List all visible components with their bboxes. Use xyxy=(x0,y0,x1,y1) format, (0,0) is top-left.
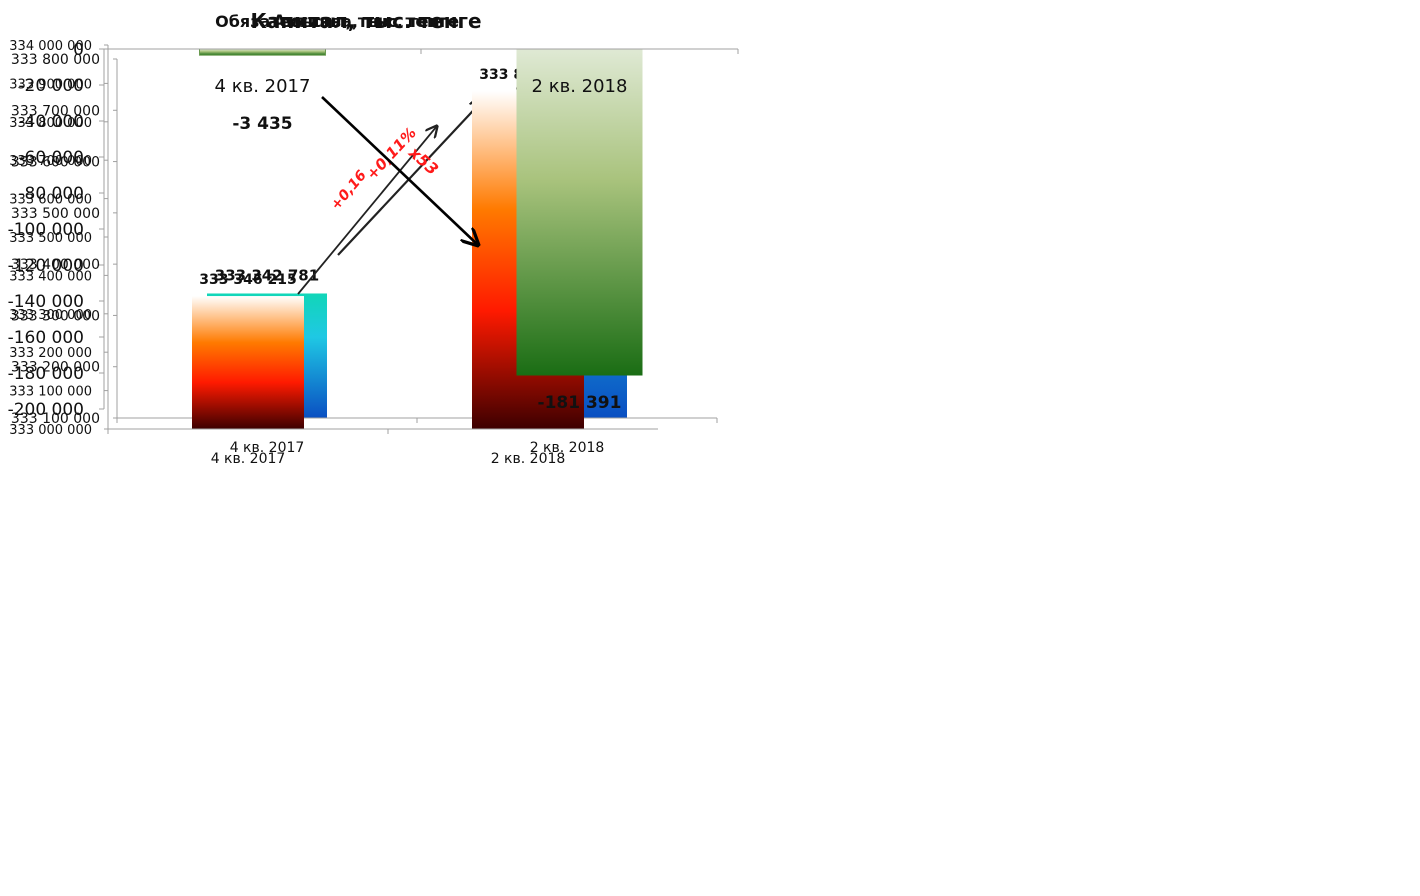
capital-y-tick-label: -20 000 xyxy=(18,76,84,96)
assets-y-tick-label: 333 100 000 xyxy=(11,411,100,427)
liabilities-y-tick-label: 334 000 000 xyxy=(9,39,92,54)
liabilities-y-tick-label: 333 300 000 xyxy=(9,308,92,323)
assets-y-tick-label: 333 700 000 xyxy=(11,103,100,119)
capital-change-label: x53 xyxy=(404,142,442,179)
capital-y-tick-label: -60 000 xyxy=(18,148,84,168)
liabilities-data-label: 333 346 215 xyxy=(199,272,296,288)
liabilities-category-label: 2 кв. 2018 xyxy=(491,451,566,467)
assets-y-tick-label: 333 300 000 xyxy=(11,308,100,324)
capital-bar xyxy=(516,49,643,376)
capital-data-label: -181 391 xyxy=(538,393,622,413)
capital-bars: -3 435 -181 391 xyxy=(199,48,643,413)
capital-y-tick-label: -120 000 xyxy=(8,256,84,276)
capital-y-tick-label: -180 000 xyxy=(8,364,84,384)
capital-chart-title: Капитал, тыс. тенге xyxy=(250,9,481,33)
liabilities-x-axis: 4 кв. 2017 2 кв. 2018 xyxy=(107,428,658,467)
capital-y-tick-label: -200 000 xyxy=(8,400,84,416)
capital-data-label: -3 435 xyxy=(232,114,292,134)
assets-category-label: 2 кв. 2018 xyxy=(530,440,605,456)
assets-y-axis: 333 100 000 333 200 000 333 300 000 333 400… xyxy=(11,52,118,427)
liabilities-bar xyxy=(192,296,304,429)
assets-data-label: 333 342 781 xyxy=(215,266,319,284)
liabilities-y-tick-label: 333 400 000 xyxy=(9,269,92,284)
capital-y-tick-label: -140 000 xyxy=(8,292,84,312)
liabilities-trend-arrow xyxy=(297,126,437,295)
liabilities-chart-title: Обязательства, тыс. тенге xyxy=(215,12,459,31)
liabilities-y-tick-label: 333 200 000 xyxy=(9,346,92,361)
liabilities-y-tick-label: 333 000 000 xyxy=(9,423,92,438)
liabilities-y-tick-label: 333 800 000 xyxy=(9,116,92,131)
capital-bar xyxy=(199,48,326,56)
liabilities-y-tick-label: 333 600 000 xyxy=(9,193,92,208)
assets-y-tick-label: 333 600 000 xyxy=(11,155,100,171)
assets-category-label: 4 кв. 2017 xyxy=(230,440,305,456)
liabilities-category-label: 4 кв. 2017 xyxy=(211,451,286,467)
capital-y-tick-label: -160 000 xyxy=(8,328,84,348)
liabilities-y-tick-label: 333 500 000 xyxy=(9,231,92,246)
capital-y-tick-label: -80 000 xyxy=(18,184,84,204)
capital-chart: Капитал, тыс. тенге 0 -20 000 -40 000 -60 0… xyxy=(8,9,739,416)
capital-y-tick-label: -100 000 xyxy=(8,220,84,240)
assets-trend-arrow xyxy=(337,99,484,256)
assets-y-tick-label: 333 500 000 xyxy=(11,206,100,222)
capital-trend-arrow xyxy=(321,96,478,245)
assets-chart-title: Активы, тыс. тенге xyxy=(273,12,459,32)
liabilities-y-tick-label: 333 100 000 xyxy=(9,385,92,400)
capital-x-axis: 4 кв. 2017 2 кв. 2018 xyxy=(103,48,739,97)
capital-y-axis: 0 -20 000 -40 000 -60 000 -80 000 -100 000 -12… xyxy=(8,40,105,416)
capital-category-label: 2 кв. 2018 xyxy=(532,76,628,97)
assets-y-tick-label: 333 200 000 xyxy=(11,360,100,376)
capital-category-label: 4 кв. 2017 xyxy=(215,76,311,97)
liabilities-y-tick-label: 333 900 000 xyxy=(9,77,92,92)
assets-y-tick-label: 333 800 000 xyxy=(11,52,100,68)
assets-y-tick-label: 333 400 000 xyxy=(11,257,100,273)
capital-y-tick-label: -40 000 xyxy=(18,112,84,132)
liabilities-y-tick-label: 333 700 000 xyxy=(9,154,92,169)
capital-y-tick-label: 0 xyxy=(73,40,84,60)
